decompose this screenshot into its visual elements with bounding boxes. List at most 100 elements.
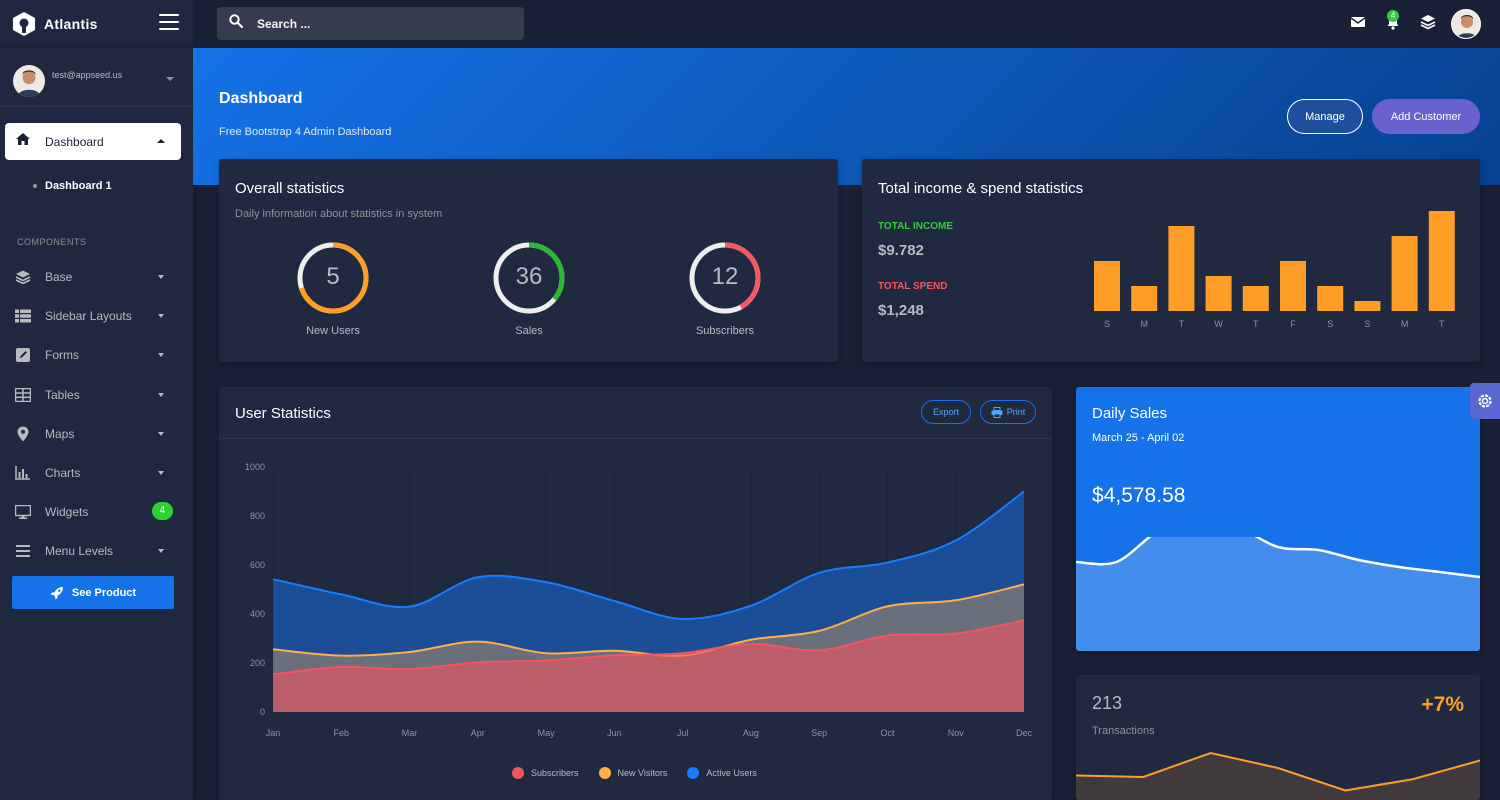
x-tick-label: S bbox=[1327, 319, 1333, 329]
chevron-down-icon bbox=[158, 549, 164, 553]
sidebar-item-forms[interactable]: Forms bbox=[15, 345, 175, 365]
chevron-up-icon bbox=[157, 139, 165, 143]
daily-sales-card: Daily Sales March 25 - April 02 $4,578.5… bbox=[1076, 387, 1480, 651]
print-button[interactable]: Print bbox=[980, 400, 1036, 424]
atlantis-logo-icon[interactable] bbox=[12, 11, 36, 37]
sidebar-item-maps[interactable]: Maps bbox=[15, 424, 175, 444]
y-tick-label: 800 bbox=[250, 511, 265, 521]
y-tick-label: 600 bbox=[250, 560, 265, 570]
sidebar-item-menu-levels[interactable]: Menu Levels bbox=[15, 541, 175, 561]
envelope-icon[interactable] bbox=[1350, 14, 1368, 32]
bar bbox=[1317, 286, 1344, 311]
chevron-down-icon bbox=[158, 471, 164, 475]
user-statistics-card: User Statistics Export Print 0 200 400 600 8… bbox=[219, 387, 1052, 800]
legend-item[interactable]: Subscribers bbox=[512, 767, 579, 779]
card-divider bbox=[219, 438, 1052, 439]
x-tick-label: F bbox=[1290, 319, 1296, 329]
chevron-down-icon bbox=[158, 314, 164, 318]
series-line bbox=[272, 619, 1025, 676]
layers-icon[interactable] bbox=[1420, 14, 1438, 32]
export-button[interactable]: Export bbox=[921, 400, 971, 424]
daily-sales-sparkline bbox=[1076, 537, 1480, 651]
bar-chart-icon bbox=[15, 465, 31, 481]
sidebar-item-tables[interactable]: Tables bbox=[15, 385, 175, 405]
sidebar-avatar[interactable] bbox=[13, 65, 45, 97]
user-statistics-area-chart: 0 200 400 600 800 1000 Jan Feb Mar Apr May Jun Jul Au… bbox=[245, 462, 1033, 738]
x-tick-label: T bbox=[1439, 319, 1445, 329]
search-input[interactable] bbox=[257, 16, 497, 31]
progress-ring-fill bbox=[493, 242, 565, 314]
sidebar-item-label: Menu Levels bbox=[45, 544, 114, 558]
y-tick-label: 400 bbox=[250, 609, 265, 619]
bar bbox=[1168, 226, 1195, 311]
stat-circle-value: 36 bbox=[515, 263, 543, 290]
sidebar-user[interactable]: test@appseed.us bbox=[0, 48, 193, 107]
bullet-icon bbox=[33, 184, 37, 188]
x-tick-label: Nov bbox=[948, 728, 965, 738]
settings-button[interactable] bbox=[1470, 383, 1500, 419]
sidebar-item-label: Charts bbox=[45, 466, 81, 480]
sidebar-item-label: Sidebar Layouts bbox=[45, 309, 132, 323]
sidebar-item-widgets[interactable]: Widgets 4 bbox=[15, 502, 175, 522]
y-tick-label: 1000 bbox=[245, 462, 265, 472]
gear-icon bbox=[1478, 394, 1492, 408]
sales-amount: $4,578.58 bbox=[1092, 484, 1186, 507]
legend-swatch bbox=[512, 767, 524, 779]
legend-label: Subscribers bbox=[531, 768, 579, 778]
manage-button[interactable]: Manage bbox=[1287, 99, 1363, 134]
y-tick-label: 200 bbox=[250, 658, 265, 668]
sidebar-subitem-label: Dashboard 1 bbox=[45, 180, 112, 192]
stat-circle-value: 12 bbox=[711, 263, 739, 290]
legend-label: Active Users bbox=[706, 768, 757, 778]
x-tick-label: W bbox=[1214, 319, 1223, 329]
notification-badge: 4 bbox=[1387, 10, 1399, 22]
sidebar-item-dashboard[interactable]: Dashboard bbox=[5, 123, 181, 160]
chevron-down-icon[interactable] bbox=[166, 77, 174, 81]
progress-ring bbox=[297, 242, 369, 314]
logo-bar: Atlantis bbox=[0, 0, 193, 48]
search-box bbox=[217, 7, 524, 40]
table-icon bbox=[15, 387, 31, 403]
sidebar-item-sidebar-layouts[interactable]: Sidebar Layouts bbox=[15, 306, 175, 326]
add-customer-button[interactable]: Add Customer bbox=[1372, 99, 1480, 134]
x-tick-label: Sep bbox=[811, 728, 827, 738]
see-product-label: See Product bbox=[71, 586, 137, 599]
sidebar-item-label: Base bbox=[45, 270, 73, 284]
bars-icon bbox=[15, 543, 31, 559]
x-tick-label: S bbox=[1364, 319, 1370, 329]
x-tick-label: Oct bbox=[880, 728, 895, 738]
progress-ring-fill bbox=[689, 242, 761, 314]
card-subtitle: Daily information about statistics in sy… bbox=[235, 208, 443, 220]
x-tick-label: Jul bbox=[677, 728, 689, 738]
legend-swatch bbox=[598, 767, 611, 779]
bar bbox=[1280, 261, 1306, 311]
menu-toggle-icon[interactable] bbox=[159, 14, 179, 32]
user-avatar[interactable] bbox=[1451, 9, 1481, 39]
x-tick-label: M bbox=[1140, 319, 1148, 329]
bar bbox=[1242, 286, 1269, 311]
date-range: March 25 - April 02 bbox=[1092, 432, 1185, 444]
x-tick-label: Apr bbox=[471, 728, 485, 738]
total-spend-value: $1,248 bbox=[878, 302, 924, 319]
layers-icon bbox=[15, 269, 31, 285]
brand-name[interactable]: Atlantis bbox=[44, 16, 98, 32]
progress-ring bbox=[689, 242, 761, 314]
sidebar-item-base[interactable]: Base bbox=[15, 267, 175, 287]
x-tick-label: Jun bbox=[607, 728, 622, 738]
chevron-down-icon bbox=[158, 393, 164, 397]
sparkline-line bbox=[1076, 537, 1480, 579]
map-marker-icon bbox=[15, 426, 31, 442]
sidebar-subitem-dashboard-1[interactable]: Dashboard 1 bbox=[33, 180, 112, 192]
total-income-value: $9.782 bbox=[878, 242, 924, 259]
see-product-button[interactable]: See Product bbox=[12, 576, 174, 609]
transactions-change: +7% bbox=[1421, 693, 1464, 716]
sidebar-item-charts[interactable]: Charts bbox=[15, 463, 175, 483]
income-spend-card: Total income & spend statistics TOTAL IN… bbox=[862, 159, 1480, 362]
search-icon[interactable] bbox=[229, 14, 244, 33]
sidebar: test@appseed.us Dashboard Dashboard 1 CO… bbox=[0, 48, 193, 800]
legend-item[interactable]: New Visitors bbox=[598, 767, 667, 779]
x-tick-label: T bbox=[1179, 319, 1185, 329]
legend-item[interactable]: Active Users bbox=[687, 767, 757, 779]
y-tick-label: 0 bbox=[260, 707, 265, 717]
